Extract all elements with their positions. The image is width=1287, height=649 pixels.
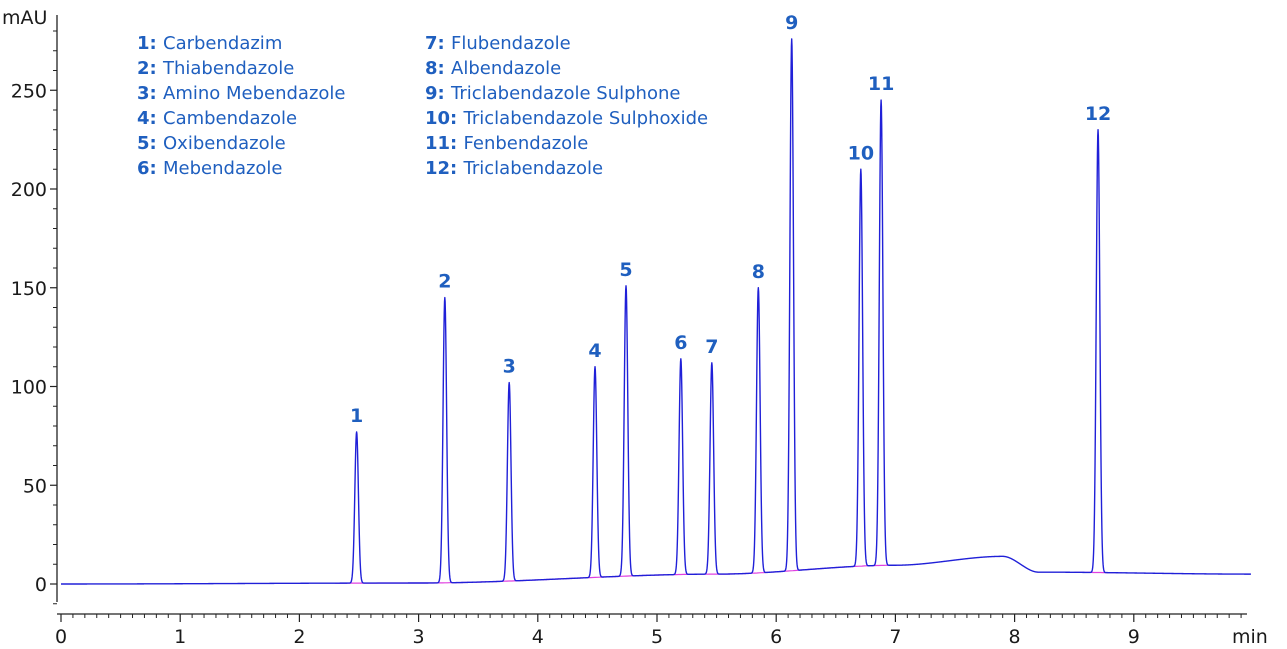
legend-item: 11: Fenbendazole — [425, 133, 588, 154]
y-tick-label: 0 — [35, 574, 47, 596]
legend-item-name: Carbendazim — [163, 33, 282, 54]
legend-item: 7: Flubendazole — [425, 33, 571, 54]
legend-item: 3: Amino Mebendazole — [137, 83, 346, 104]
legend-item-number: 4: — [137, 108, 163, 129]
trace — [60, 38, 1252, 585]
x-tick-label: 5 — [651, 626, 663, 648]
integration-baseline — [335, 564, 901, 584]
y-axis: mAU 0 50 100 150 200 250 — [2, 7, 58, 605]
x-tick-label: 9 — [1128, 626, 1140, 648]
peak-label: 10 — [848, 142, 874, 164]
legend-item-name: Triclabendazole — [463, 158, 604, 179]
y-tick-label: 50 — [23, 475, 47, 497]
x-tick-label: 0 — [55, 626, 67, 648]
x-tick-label: 8 — [1009, 626, 1021, 648]
y-axis-unit: mAU — [2, 7, 47, 29]
x-tick-label: 6 — [770, 626, 782, 648]
x-axis-unit: min — [1232, 626, 1268, 648]
chromatogram-trace — [60, 38, 1252, 585]
y-tick-label: 100 — [11, 377, 47, 399]
legend-item-name: Cambendazole — [163, 108, 297, 129]
legend-item-number: 5: — [137, 133, 163, 154]
legend-item-number: 6: — [137, 158, 163, 179]
y-tick-label: 200 — [11, 179, 47, 201]
legend-item: 5: Oxibendazole — [137, 133, 286, 154]
legend-item-name: Flubendazole — [451, 33, 571, 54]
legend-item-name: Oxibendazole — [163, 133, 286, 154]
legend-item: 6: Mebendazole — [137, 158, 283, 179]
legend-item-name: Thiabendazole — [162, 58, 294, 79]
peak-label: 7 — [705, 336, 718, 358]
legend-item-number: 1: — [137, 33, 163, 54]
legend-item-name: Fenbendazole — [464, 133, 589, 154]
legend-item-name: Triclabendazole Sulphone — [450, 83, 680, 104]
y-tick-label: 250 — [11, 80, 47, 102]
legend-item: 2: Thiabendazole — [137, 58, 294, 79]
x-tick-label: 3 — [413, 626, 425, 648]
peak-label: 9 — [785, 12, 798, 34]
legend-item: 8: Albendazole — [425, 58, 561, 79]
legend-item: 4: Cambendazole — [137, 108, 297, 129]
legend-item-name: Mebendazole — [163, 158, 283, 179]
y-tick-label: 150 — [11, 278, 47, 300]
peak-label: 8 — [752, 261, 765, 283]
legend-item-number: 3: — [137, 83, 163, 104]
peak-label: 4 — [588, 340, 601, 362]
legend-item-number: 9: — [425, 83, 451, 104]
legend-item-number: 12: — [425, 158, 464, 179]
x-tick-label: 4 — [532, 626, 544, 648]
legend-item-number: 10: — [425, 108, 464, 129]
legend-item-name: Albendazole — [451, 58, 561, 79]
peak-label: 2 — [438, 271, 451, 293]
peak-label: 3 — [503, 356, 516, 378]
peak-label: 1 — [350, 405, 363, 427]
x-axis: min 0 1 2 3 4 5 6 7 8 9 — [55, 613, 1268, 648]
x-tick-label: 1 — [174, 626, 186, 648]
x-tick-label: 2 — [293, 626, 305, 648]
peak-label: 6 — [674, 332, 687, 354]
legend-item: 10: Triclabendazole Sulphoxide — [425, 108, 708, 129]
legend-item-number: 2: — [137, 58, 163, 79]
peak-label: 5 — [619, 259, 632, 281]
x-tick-label: 7 — [889, 626, 901, 648]
legend-item-number: 11: — [425, 133, 464, 154]
legend-item-number: 8: — [425, 58, 451, 79]
legend-item: 9: Triclabendazole Sulphone — [425, 83, 680, 104]
legend-item-name: Amino Mebendazole — [163, 83, 346, 104]
peak-label: 12 — [1085, 103, 1111, 125]
legend-item-number: 7: — [425, 33, 451, 54]
peak-label: 11 — [868, 73, 894, 95]
legend-item: 12: Triclabendazole — [425, 158, 603, 179]
legend-item: 1: Carbendazim — [137, 33, 282, 54]
legend-item-name: Triclabendazole Sulphoxide — [463, 108, 709, 129]
